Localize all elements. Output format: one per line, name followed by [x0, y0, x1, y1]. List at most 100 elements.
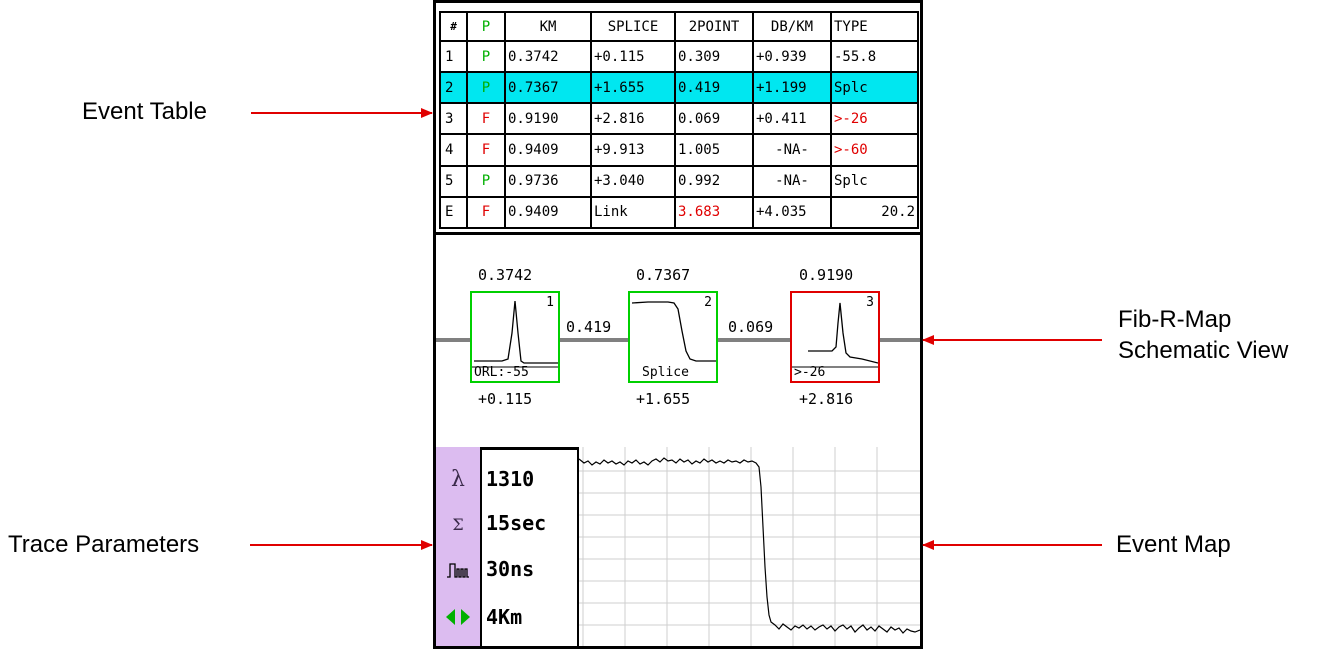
event-km: 0.9409	[504, 195, 592, 230]
divider	[436, 232, 920, 235]
event-1-label: ORL:-55	[474, 365, 529, 380]
event-db-km: -NA-	[752, 164, 832, 198]
trace-line	[578, 457, 921, 634]
averaging-time-value: 15sec	[486, 511, 547, 535]
col-header-index: #	[439, 11, 468, 42]
range-arrows-icon[interactable]	[436, 607, 480, 631]
callout-trace-parameters: Trace Parameters	[8, 531, 200, 558]
event-db-km: +0.939	[752, 39, 832, 74]
col-header-type: TYPE	[830, 11, 919, 42]
event-splice: Link	[590, 195, 676, 230]
event-index: 5	[439, 164, 468, 198]
event-index: 1	[439, 39, 468, 74]
event-pass-fail: P	[466, 164, 506, 198]
callout-event-map: Event Map	[1116, 531, 1231, 558]
lambda-icon: λ	[451, 467, 465, 492]
event-db-km: +0.411	[752, 102, 832, 136]
param-icon-column: λ Σ	[436, 447, 480, 646]
event-2point: 0.992	[674, 164, 754, 198]
event-pass-fail: F	[466, 102, 506, 136]
event-2point: 0.419	[674, 71, 754, 105]
splice-step-icon	[631, 301, 716, 362]
event-db-km: +1.199	[752, 71, 832, 105]
event-2point: 0.309	[674, 39, 754, 74]
map-grid	[579, 447, 920, 646]
event-row-end[interactable]: E F 0.9409 Link 3.683 +4.035 20.2	[439, 195, 919, 230]
event-type: >-26	[830, 102, 919, 136]
event-table-header: # P KM SPLICE 2POINT DB/KM TYPE	[439, 11, 919, 42]
event-2point: 3.683	[674, 195, 754, 230]
event-index: 3	[439, 102, 468, 136]
event-2point: 1.005	[674, 133, 754, 167]
event-3-loss: +2.816	[799, 390, 854, 408]
event-km: 0.3742	[504, 39, 592, 74]
event-type: >-60	[830, 133, 919, 167]
span-1-2-loss: 0.419	[566, 318, 612, 336]
event-splice: +2.816	[590, 102, 676, 136]
event-splice: +9.913	[590, 133, 676, 167]
event-1-number: 1	[546, 295, 554, 310]
event-map[interactable]	[578, 447, 921, 646]
trace-parameters-panel: λ Σ 1310 15sec 30ns 4Km	[436, 0, 921, 646]
event-3-box[interactable]: 3 >-26	[790, 291, 880, 383]
range-value: 4Km	[486, 605, 523, 629]
span-2-3-loss: 0.069	[728, 318, 774, 336]
event-pass-fail: P	[466, 71, 506, 105]
pulse-icon	[436, 559, 480, 583]
otdr-screen: # P KM SPLICE 2POINT DB/KM TYPE 1 P 0.37…	[433, 0, 923, 649]
event-2-label: Splice	[642, 365, 689, 380]
wavelength-value: 1310	[486, 467, 535, 491]
event-km: 0.9736	[504, 164, 592, 198]
divider	[577, 447, 579, 646]
event-table: # P KM SPLICE 2POINT DB/KM TYPE 1 P 0.37…	[439, 11, 919, 230]
col-header-km: KM	[504, 11, 592, 42]
event-type: 20.2	[830, 195, 919, 230]
col-header-splice: SPLICE	[590, 11, 676, 42]
callout-fib-r-map-line2: Schematic View	[1118, 337, 1289, 364]
event-db-km: -NA-	[752, 133, 832, 167]
event-2-box[interactable]: 2 Splice	[628, 291, 718, 383]
divider	[480, 447, 482, 646]
event-2point: 0.069	[674, 102, 754, 136]
col-header-db-km: DB/KM	[752, 11, 832, 42]
event-splice: +1.655	[590, 71, 676, 105]
event-km: 0.7367	[504, 71, 592, 105]
event-km: 0.9409	[504, 133, 592, 167]
col-header-pass-fail: P	[466, 11, 506, 42]
event-db-km: +4.035	[752, 195, 832, 230]
event-1-distance: 0.3742	[478, 266, 533, 284]
callout-fib-r-map-line1: Fib-R-Map	[1118, 306, 1232, 333]
event-3-distance: 0.9190	[799, 266, 854, 284]
reflective-peak-icon	[792, 302, 878, 368]
event-row-3[interactable]: 3 F 0.9190 +2.816 0.069 +0.411 >-26	[439, 102, 919, 136]
event-1-loss: +0.115	[478, 390, 533, 408]
event-3-label: >-26	[794, 365, 826, 380]
event-pass-fail: F	[466, 195, 506, 230]
event-type: Splc	[830, 71, 919, 105]
event-row-4[interactable]: 4 F 0.9409 +9.913 1.005 -NA- >-60	[439, 133, 919, 167]
trace-plot	[578, 447, 921, 646]
event-2-loss: +1.655	[636, 390, 691, 408]
event-row-1[interactable]: 1 P 0.3742 +0.115 0.309 +0.939 -55.8	[439, 39, 919, 74]
event-index: 2	[439, 71, 468, 105]
event-km: 0.9190	[504, 102, 592, 136]
event-row-2-selected[interactable]: 2 P 0.7367 +1.655 0.419 +1.199 Splc	[439, 71, 919, 105]
event-splice: +0.115	[590, 39, 676, 74]
event-row-5[interactable]: 5 P 0.9736 +3.040 0.992 -NA- Splc	[439, 164, 919, 198]
event-2-number: 2	[704, 295, 712, 310]
event-2-distance: 0.7367	[636, 266, 691, 284]
event-type: -55.8	[830, 39, 919, 74]
pulse-width-value: 30ns	[486, 557, 535, 581]
event-3-number: 3	[866, 295, 874, 310]
event-index: 4	[439, 133, 468, 167]
callout-event-table: Event Table	[82, 98, 207, 125]
event-pass-fail: F	[466, 133, 506, 167]
sigma-icon: Σ	[452, 515, 464, 534]
reflective-peak-icon	[472, 300, 558, 368]
event-index: E	[439, 195, 468, 230]
event-splice: +3.040	[590, 164, 676, 198]
event-pass-fail: P	[466, 39, 506, 74]
event-1-box[interactable]: 1 ORL:-55	[470, 291, 560, 383]
col-header-2point: 2POINT	[674, 11, 754, 42]
event-type: Splc	[830, 164, 919, 198]
